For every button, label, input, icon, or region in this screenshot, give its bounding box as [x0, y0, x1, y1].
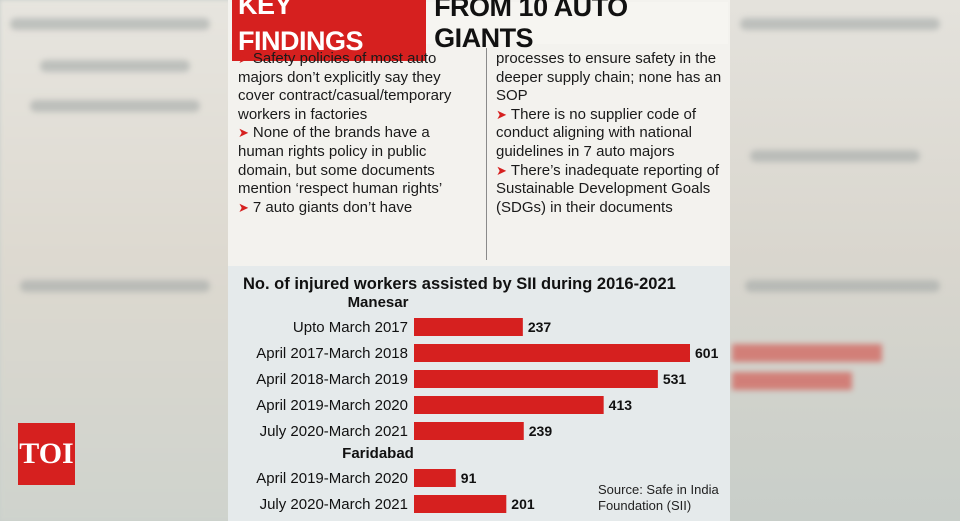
data-label: 91 — [461, 470, 477, 486]
category-label: July 2020-March 2021 — [260, 496, 408, 513]
bar — [414, 344, 690, 362]
findings-right-column: processes to ensure safety in the deeper… — [496, 50, 724, 217]
findings-left-column: ➤ Safety policies of most auto majors don… — [238, 50, 478, 217]
background-blur — [750, 150, 920, 162]
background-blur — [40, 60, 190, 72]
bar — [414, 370, 658, 388]
data-label: 413 — [609, 397, 633, 413]
background-blur — [20, 280, 210, 292]
bar — [414, 318, 523, 336]
bar — [414, 469, 456, 487]
source-note: Source: Safe in India Foundation (SII) — [598, 482, 719, 513]
finding-item: processes to ensure safety in the deeper… — [496, 50, 722, 105]
background-right — [728, 0, 960, 521]
category-label: April 2019-March 2020 — [256, 397, 408, 414]
findings-section: ➤ Safety policies of most auto majors don… — [228, 44, 730, 263]
bar — [414, 396, 604, 414]
bar — [414, 422, 524, 440]
background-blur — [10, 18, 210, 30]
category-label: April 2019-March 2020 — [256, 470, 408, 487]
arrow-bullet-icon: ➤ — [238, 51, 249, 66]
finding-item: ➤ 7 auto giants don’t have — [238, 198, 413, 216]
header: KEY FINDINGS FROM 10 AUTO GIANTS — [230, 0, 728, 61]
category-label: July 2020-March 2021 — [260, 423, 408, 440]
bar — [414, 495, 507, 513]
background-blur — [732, 344, 882, 362]
finding-item: ➤ Safety policies of most auto majors don… — [238, 50, 452, 123]
column-divider — [486, 48, 487, 260]
background-blur — [732, 372, 852, 390]
finding-item: ➤ There’s inadequate reporting of Sustain… — [496, 161, 720, 216]
arrow-bullet-icon: ➤ — [238, 125, 249, 141]
toi-logo: TOI — [18, 423, 75, 485]
category-label: April 2017-March 2018 — [256, 345, 408, 362]
arrow-bullet-icon: ➤ — [496, 162, 507, 178]
chart-title: No. of injured workers assisted by SII d… — [243, 275, 676, 293]
data-label: 239 — [529, 423, 553, 439]
background-blur — [740, 18, 940, 30]
background-blur — [30, 100, 200, 112]
data-label: 237 — [528, 319, 552, 335]
background-blur — [745, 280, 940, 292]
title-highlight: KEY FINDINGS — [232, 0, 427, 61]
group-label: Manesar — [348, 294, 409, 311]
finding-item: ➤ None of the brands have a human rights … — [238, 124, 443, 198]
finding-item: ➤ There is no supplier code of conduct al… — [496, 105, 697, 160]
category-label: Upto March 2017 — [293, 319, 408, 336]
data-label: 601 — [695, 345, 719, 361]
chart-panel: Manesar Upto March 2017 237 April 2017-Marc… — [228, 266, 730, 521]
infographic-card: KEY FINDINGS FROM 10 AUTO GIANTS ➤ Safety… — [228, 0, 730, 521]
group-label: Faridabad — [342, 445, 414, 462]
data-label: 531 — [663, 371, 687, 387]
title-rest: FROM 10 AUTO GIANTS — [434, 0, 628, 53]
bar-chart: Manesar Upto March 2017 237 April 2017-Marc… — [256, 294, 719, 513]
data-label: 201 — [511, 496, 535, 512]
arrow-bullet-icon: ➤ — [238, 199, 249, 215]
arrow-bullet-icon: ➤ — [496, 106, 507, 122]
category-label: April 2018-March 2019 — [256, 371, 408, 388]
